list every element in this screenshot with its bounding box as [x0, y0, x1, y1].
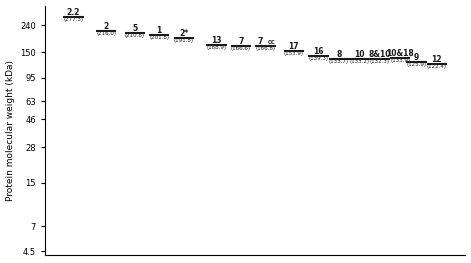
Text: 5: 5	[132, 24, 137, 33]
Text: 16: 16	[313, 47, 324, 56]
Text: 13: 13	[211, 36, 222, 45]
Text: (277.3): (277.3)	[64, 17, 83, 22]
Text: (125.9): (125.9)	[406, 62, 426, 67]
Text: 7: 7	[238, 37, 244, 46]
Text: 2.2: 2.2	[67, 8, 80, 17]
Text: (166.8): (166.8)	[255, 46, 276, 51]
Text: 1: 1	[156, 26, 162, 35]
Text: 8: 8	[336, 49, 341, 59]
Text: (133.7): (133.7)	[329, 59, 349, 64]
Text: (210.8): (210.8)	[125, 33, 145, 38]
Text: (153.9): (153.9)	[284, 50, 304, 55]
Text: OC: OC	[268, 40, 275, 45]
Text: (216.0): (216.0)	[96, 31, 116, 36]
Text: (191.8): (191.8)	[174, 38, 194, 43]
Text: 10&18: 10&18	[386, 49, 414, 58]
Text: (133.2): (133.2)	[349, 59, 369, 64]
Text: 9: 9	[414, 53, 419, 62]
Text: 7: 7	[258, 37, 263, 46]
Text: (166.6): (166.6)	[231, 46, 251, 51]
Text: (132.3): (132.3)	[370, 59, 390, 64]
Y-axis label: Protein molecular weight (kDa): Protein molecular weight (kDa)	[6, 60, 15, 201]
Text: 17: 17	[289, 42, 299, 50]
Text: 10: 10	[354, 50, 365, 59]
Text: 2*: 2*	[179, 29, 188, 38]
Text: 12: 12	[431, 55, 442, 64]
Text: (133.9): (133.9)	[390, 58, 410, 63]
Text: (139.3): (139.3)	[309, 56, 328, 61]
Text: (168.9): (168.9)	[206, 45, 227, 50]
Text: (122.4): (122.4)	[427, 64, 447, 69]
Text: 2: 2	[104, 22, 109, 31]
Text: 8&10: 8&10	[368, 50, 391, 59]
Text: (201.8): (201.8)	[149, 35, 169, 40]
